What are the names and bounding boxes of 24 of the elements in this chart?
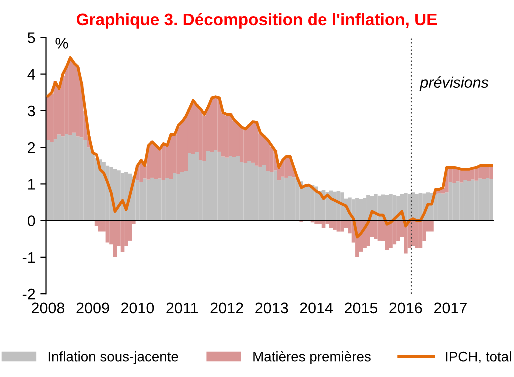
legend-label: Matières premières [254, 351, 371, 364]
y-axis-title: % [56, 38, 68, 49]
y-tick-label: 2 [28, 142, 36, 154]
x-tick-label: 2013 [256, 302, 288, 314]
y-tick-label: -1 [22, 252, 36, 263]
x-tick-label: 2011 [166, 302, 198, 314]
x-tick-label: 2016 [390, 302, 422, 314]
y-tick-label: 1 [28, 179, 36, 190]
x-tick-label: 2009 [76, 302, 110, 314]
y-tick-label: 4 [28, 69, 36, 80]
chart-title: Graphique 3. Décomposition de l'inflation, UE [76, 13, 438, 29]
x-tick-label: 2010 [121, 302, 154, 314]
x-tick-label: 2014 [300, 302, 334, 314]
y-tick-label: -2 [22, 288, 36, 300]
y-tick-label: 5 [28, 32, 36, 44]
annotation: prévisions [420, 76, 489, 92]
x-tick-label: 2015 [345, 302, 378, 314]
legend-label: IPCH, total [446, 352, 512, 364]
x-tick-label: 2012 [210, 302, 244, 314]
x-tick-label: 2008 [32, 302, 65, 314]
y-tick-label: 0 [28, 216, 36, 226]
legend-label: Inflation sous-jacente [48, 352, 178, 364]
x-tick-label: 2017 [434, 302, 467, 314]
y-tick-label: 3 [28, 106, 36, 117]
